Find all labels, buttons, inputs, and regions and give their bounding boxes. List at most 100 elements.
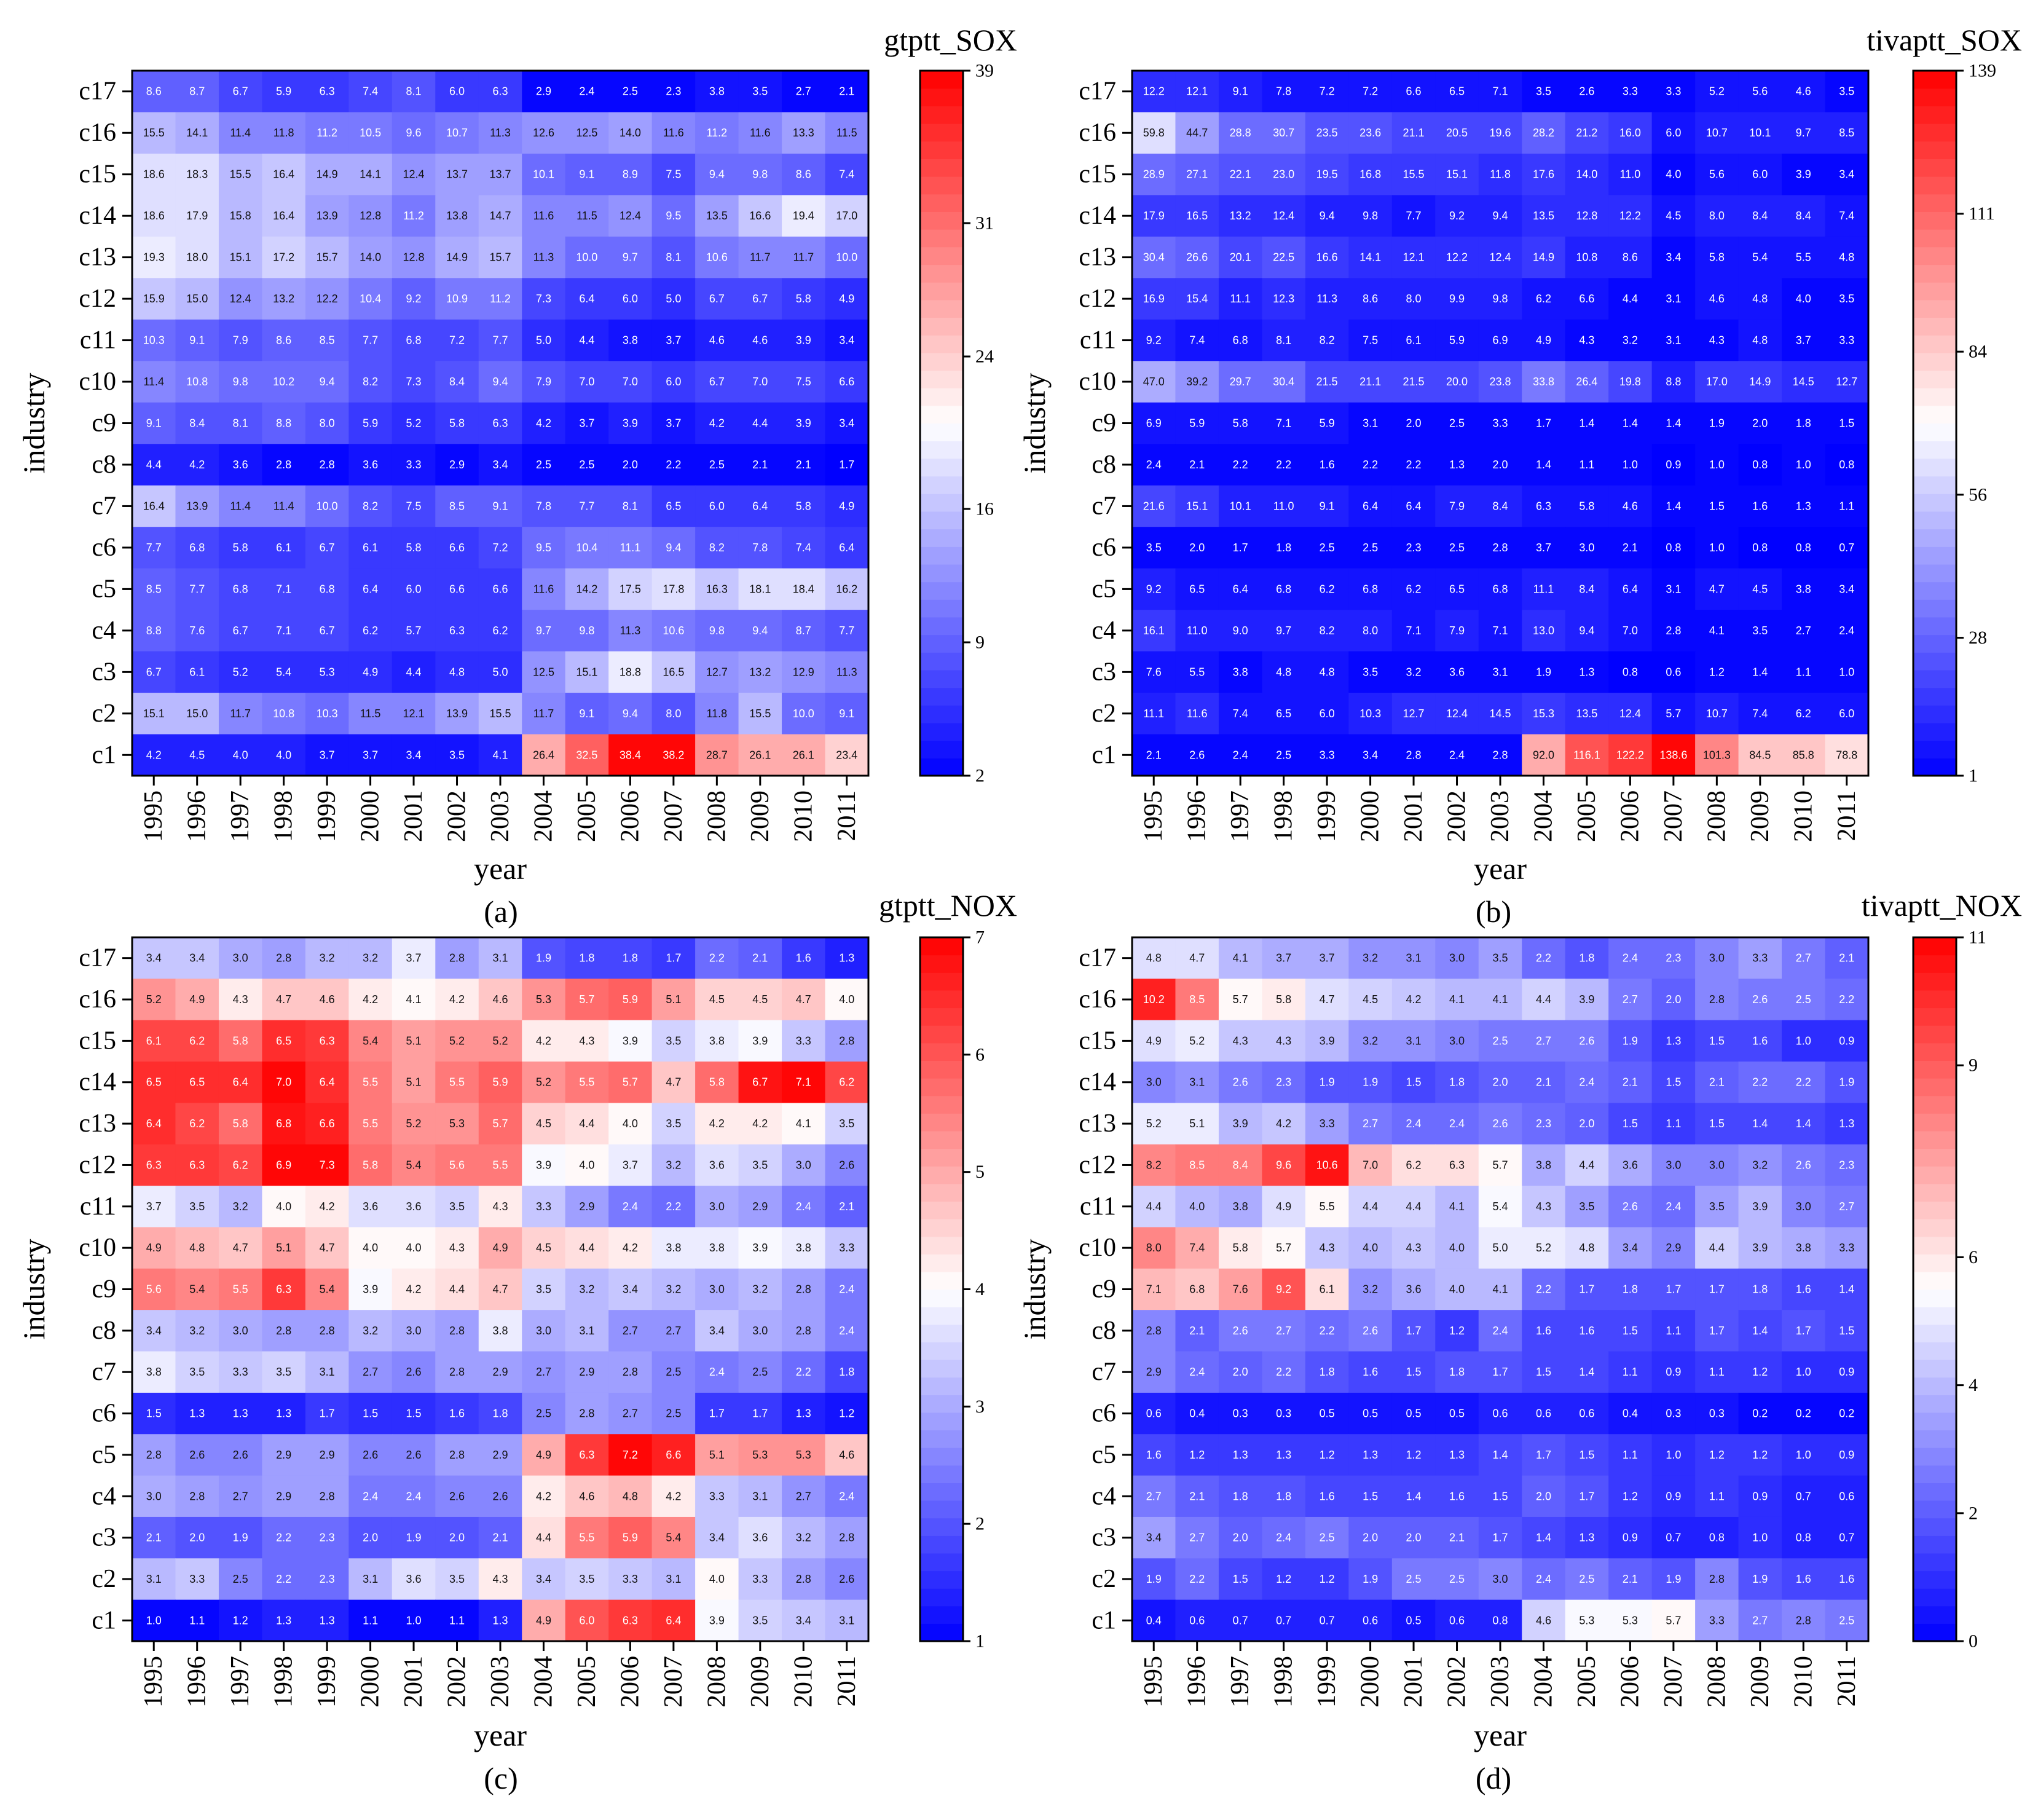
- cell-value-label: 5.5: [1189, 666, 1205, 678]
- cell-value-label: 0.6: [1146, 1408, 1162, 1420]
- heatmap-cell: [608, 361, 653, 403]
- cell-value-label: 9.7: [1276, 624, 1291, 637]
- cell-value-label: 3.6: [1406, 1283, 1422, 1296]
- cell-value-label: 4.1: [1709, 624, 1725, 637]
- cell-value-label: 2.4: [1406, 1117, 1422, 1130]
- heatmap-cell: [1348, 527, 1393, 569]
- heatmap-cell: [1262, 361, 1306, 403]
- cell-value-label: 0.9: [1839, 1366, 1854, 1378]
- cell-value-label: 5.2: [406, 417, 422, 430]
- heatmap-cell: [695, 1227, 739, 1269]
- cell-value-label: 30.4: [1273, 376, 1294, 388]
- cell-value-label: 3.8: [709, 1242, 725, 1254]
- heatmap-cell: [651, 1062, 696, 1104]
- heatmap-cell: [1175, 734, 1219, 776]
- cell-value-label: 0.8: [1839, 459, 1854, 471]
- colorbar-band: [1913, 529, 1956, 547]
- cell-value-label: 2.8: [623, 1366, 638, 1378]
- cell-value-label: 1.8: [1623, 1283, 1638, 1296]
- cell-value-label: 7.5: [1363, 334, 1378, 347]
- cell-value-label: 6.3: [1449, 1159, 1465, 1171]
- cell-value-label: 101.3: [1703, 749, 1731, 761]
- cell-value-label: 1.4: [1623, 417, 1638, 430]
- cell-value-label: 10.8: [1576, 251, 1597, 264]
- heatmap-panel-b: 12.2 12.1 9.1 7.8 7.2 7.2 6.6 6.5 7.1 3.5 2.6 3.3 3.…: [1017, 23, 2022, 929]
- cell-value-label: 12.4: [1446, 707, 1468, 720]
- heatmap-cell: [1608, 278, 1653, 320]
- cell-value-label: 1.9: [1363, 1573, 1378, 1585]
- heatmap-cell: [522, 1186, 566, 1228]
- heatmap-cell: [1391, 71, 1436, 113]
- colorbar-band: [920, 1166, 963, 1184]
- y-tick-label: c13: [79, 1109, 116, 1138]
- cell-value-label: 12.4: [620, 210, 641, 222]
- cell-value-label: 3.3: [1492, 417, 1508, 430]
- colorbar-band: [920, 388, 963, 406]
- heatmap-cell: [218, 1103, 263, 1145]
- cell-value-label: 3.1: [363, 1573, 378, 1585]
- heatmap-cell: [695, 979, 739, 1021]
- cell-value-label: 3.1: [579, 1325, 594, 1337]
- heatmap-cell: [608, 153, 653, 196]
- heatmap-cell: [1218, 734, 1263, 776]
- colorbar-band: [1913, 1412, 1956, 1431]
- heatmap-cell: [348, 937, 393, 979]
- cell-value-label: 3.3: [839, 1242, 854, 1254]
- heatmap-cell: [391, 485, 436, 527]
- heatmap-cell: [782, 1062, 826, 1104]
- colorbar-band: [920, 1448, 963, 1466]
- heatmap-cell: [1348, 195, 1393, 237]
- cell-value-label: 4.9: [1146, 1034, 1162, 1047]
- heatmap-cell: [348, 693, 393, 735]
- heatmap-cell: [1435, 278, 1479, 320]
- cell-value-label: 2.5: [1406, 1573, 1422, 1585]
- cell-value-label: 2.4: [1146, 459, 1162, 471]
- cell-value-label: 9.8: [233, 376, 248, 388]
- cell-value-label: 2.8: [1709, 1573, 1725, 1585]
- cell-value-label: 4.7: [796, 993, 811, 1006]
- heatmap-cell: [175, 651, 219, 693]
- cell-value-label: 9.2: [1449, 210, 1465, 222]
- heatmap-cell: [218, 402, 263, 444]
- heatmap-cell: [1262, 568, 1306, 610]
- heatmap-cell: [825, 319, 869, 361]
- cell-value-label: 1.6: [1752, 1034, 1768, 1047]
- heatmap-cell: [1218, 195, 1263, 237]
- cell-value-label: 2.2: [1839, 993, 1854, 1006]
- cell-value-label: 2.1: [839, 1200, 854, 1213]
- cell-value-label: 4.7: [1709, 583, 1725, 595]
- heatmap-cell: [565, 236, 609, 278]
- cell-value-label: 3.0: [1666, 1159, 1681, 1171]
- colorbar-band: [920, 1183, 963, 1202]
- heatmap-cell: [218, 112, 263, 154]
- cell-value-label: 0.3: [1709, 1408, 1725, 1420]
- cell-value-label: 6.0: [666, 376, 681, 388]
- cell-value-label: 6.4: [320, 1076, 335, 1089]
- y-tick-label: c13: [1079, 243, 1116, 272]
- heatmap-cell: [305, 361, 349, 403]
- cell-value-label: 4.1: [1449, 993, 1465, 1006]
- cell-value-label: 85.8: [1793, 749, 1814, 761]
- cell-value-label: 1.2: [1406, 1449, 1422, 1461]
- heatmap-cell: [1651, 153, 1696, 196]
- cell-value-label: 8.5: [320, 334, 335, 347]
- heatmap-cell: [1435, 485, 1479, 527]
- cell-value-label: 0.8: [1796, 542, 1811, 554]
- heatmap-cell: [132, 1062, 176, 1104]
- cell-value-label: 16.4: [143, 500, 165, 512]
- chart-title: gtptt_NOX: [879, 888, 1017, 923]
- colorbar-band: [1913, 1623, 1956, 1642]
- cell-value-label: 11.4: [273, 500, 294, 512]
- cell-value-label: 2.7: [233, 1490, 248, 1502]
- heatmap-cell: [1348, 112, 1393, 154]
- cell-value-label: 3.9: [796, 334, 811, 347]
- colorbar-band: [1913, 335, 1956, 353]
- cell-value-label: 3.4: [1839, 168, 1854, 181]
- heatmap-cell: [1478, 651, 1522, 693]
- heatmap-cell: [175, 568, 219, 610]
- cell-value-label: 10.0: [793, 707, 814, 720]
- heatmap-cell: [608, 1103, 653, 1145]
- y-tick-label: c2: [1092, 699, 1116, 728]
- cell-value-label: 1.8: [1233, 1490, 1248, 1502]
- cell-value-label: 2.2: [1363, 459, 1378, 471]
